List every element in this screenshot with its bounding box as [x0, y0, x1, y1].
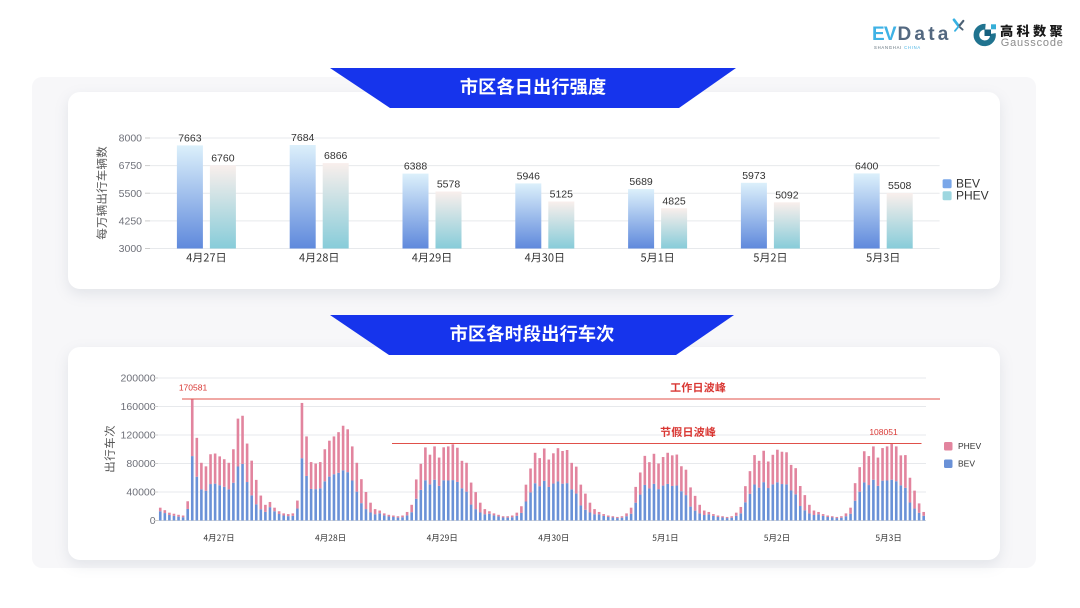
- svg-text:5125: 5125: [550, 189, 574, 201]
- svg-text:200000: 200000: [121, 373, 156, 385]
- svg-text:5092: 5092: [775, 189, 799, 201]
- svg-text:5946: 5946: [517, 171, 541, 183]
- svg-text:6388: 6388: [404, 161, 428, 173]
- svg-text:5689: 5689: [629, 176, 653, 188]
- svg-text:160000: 160000: [121, 401, 156, 413]
- svg-text:3000: 3000: [119, 243, 143, 255]
- svg-text:6750: 6750: [119, 160, 143, 172]
- svg-text:6400: 6400: [855, 161, 879, 173]
- svg-text:PHEV: PHEV: [958, 441, 981, 451]
- svg-text:108051: 108051: [869, 427, 898, 437]
- svg-text:40000: 40000: [126, 487, 155, 499]
- svg-text:PHEV: PHEV: [956, 189, 989, 203]
- svg-text:Data: Data: [898, 24, 952, 45]
- svg-text:8000: 8000: [119, 133, 143, 145]
- svg-text:BEV: BEV: [956, 177, 980, 191]
- svg-text:6760: 6760: [211, 153, 235, 165]
- svg-text:0: 0: [150, 515, 156, 527]
- svg-text:170581: 170581: [179, 383, 208, 393]
- svg-text:7684: 7684: [291, 132, 315, 144]
- svg-text:5500: 5500: [119, 188, 143, 200]
- svg-text:Gausscode: Gausscode: [1001, 37, 1064, 49]
- svg-text:BEV: BEV: [958, 459, 975, 469]
- svg-text:5973: 5973: [742, 170, 766, 182]
- svg-text:5508: 5508: [888, 180, 912, 192]
- svg-text:4250: 4250: [119, 216, 143, 228]
- svg-text:SHANGHAI CHINA: SHANGHAI CHINA: [874, 45, 921, 50]
- svg-text:120000: 120000: [121, 430, 156, 442]
- svg-text:6866: 6866: [324, 150, 348, 162]
- svg-text:5578: 5578: [437, 179, 461, 191]
- svg-text:4825: 4825: [662, 195, 686, 207]
- svg-text:80000: 80000: [126, 458, 155, 470]
- svg-text:7663: 7663: [178, 133, 202, 145]
- svg-text:EV: EV: [872, 24, 897, 45]
